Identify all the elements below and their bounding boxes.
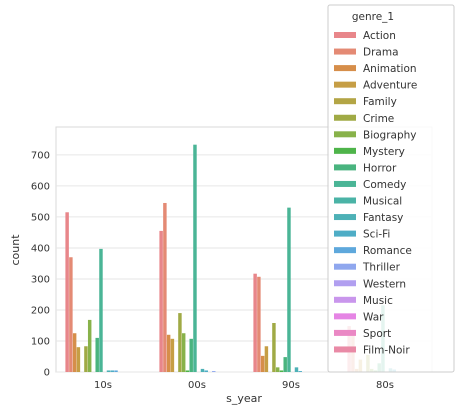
bar-fantasy-10s	[106, 370, 111, 372]
bar-adventure-10s	[76, 347, 81, 372]
x-tick-label: 90s	[282, 380, 300, 391]
legend-swatch	[334, 296, 356, 303]
legend-swatch	[334, 329, 356, 336]
bar-adventure-00s	[170, 338, 175, 372]
bar-animation-90s	[260, 355, 265, 372]
legend-label: Film-Noir	[363, 344, 410, 356]
legend-label: Family	[363, 96, 397, 108]
legend-swatch	[334, 197, 356, 204]
bar-fantasy-00s	[200, 368, 205, 372]
bar-comedy-10s	[99, 248, 103, 372]
y-tick-label: 100	[31, 336, 50, 347]
bar-mystery-90s	[279, 370, 284, 372]
bar-sci-fi-00s	[204, 370, 208, 372]
bar-animation-00s	[166, 334, 171, 372]
bar-action-00s	[159, 230, 163, 372]
legend-label: Sci-Fi	[363, 229, 390, 241]
bar-sci-fi-10s	[110, 370, 114, 372]
x-tick-labels: 10s 00s 90s 80s	[94, 380, 394, 391]
legend-swatch	[334, 214, 356, 221]
legend-label: War	[363, 311, 384, 323]
legend: genre_1 Action Drama Animation Adventure Fam…	[327, 4, 455, 373]
x-tick-label: 00s	[188, 380, 206, 391]
legend-label: Musical	[363, 196, 402, 208]
x-tick-label: 10s	[94, 380, 112, 391]
legend-label: Comedy	[363, 179, 406, 191]
bar-horror-10s	[95, 337, 99, 372]
bar-animation-10s	[72, 333, 77, 372]
y-tick-label: 400	[31, 243, 50, 254]
legend-swatch	[334, 81, 356, 88]
legend-label: Animation	[363, 63, 417, 75]
legend-swatch	[334, 247, 356, 254]
legend-label: Fantasy	[363, 212, 403, 224]
legend-box	[327, 4, 455, 373]
y-axis-label: count	[9, 234, 22, 266]
bar-horror-00s	[189, 338, 193, 372]
bar-fantasy-90s	[294, 367, 299, 372]
legend-label: Thriller	[362, 262, 401, 274]
legend-label: Romance	[363, 245, 412, 257]
bar-adventure-90s	[264, 346, 269, 372]
y-tick-label: 500	[31, 212, 50, 223]
legend-label: Western	[363, 278, 406, 290]
legend-label: Horror	[363, 162, 397, 174]
x-axis-label: s_year	[226, 392, 262, 405]
y-tick-label: 200	[31, 305, 50, 316]
bar-biography-90s	[275, 367, 280, 372]
y-tick-label: 300	[31, 274, 50, 285]
legend-swatch	[334, 98, 356, 105]
legend-swatch	[334, 114, 356, 121]
legend-swatch	[334, 180, 356, 187]
bar-romance-10s	[114, 370, 118, 372]
legend-swatch	[334, 346, 356, 353]
legend-swatch	[334, 263, 356, 270]
bar-mystery-00s	[185, 370, 190, 372]
y-tick-labels: 0 100 200 300 400 500 600 700	[31, 150, 50, 378]
legend-title: genre_1	[352, 11, 394, 23]
legend-label: Biography	[363, 129, 417, 141]
y-tick-label: 700	[31, 150, 50, 161]
bar-drama-00s	[163, 202, 167, 372]
y-tick-label: 600	[31, 181, 50, 192]
bar-thriller-00s	[212, 371, 216, 372]
legend-label: Mystery	[363, 146, 405, 158]
legend-swatch	[334, 147, 356, 154]
bar-comedy-90s	[287, 207, 291, 372]
bar-sci-fi-90s	[298, 371, 302, 372]
bar-drama-90s	[257, 276, 261, 372]
bar-action-10s	[65, 212, 69, 372]
bar-horror-90s	[283, 357, 287, 372]
legend-label: Drama	[363, 47, 399, 59]
legend-swatch	[334, 230, 356, 237]
bar-drama-10s	[69, 257, 73, 372]
legend-swatch	[334, 164, 356, 171]
legend-swatch	[334, 280, 356, 287]
legend-swatch	[334, 131, 356, 138]
bar-action-90s	[253, 273, 257, 372]
x-tick-label: 80s	[376, 380, 394, 391]
bar-crime-90s	[272, 323, 276, 372]
legend-swatch	[334, 32, 356, 38]
legend-swatch	[334, 48, 356, 55]
legend-label: Sport	[363, 328, 391, 340]
y-tick-label: 0	[44, 368, 50, 379]
legend-label: Adventure	[363, 80, 417, 92]
legend-swatch	[334, 313, 356, 320]
legend-label: Action	[363, 30, 396, 42]
legend-label: Music	[363, 295, 393, 307]
legend-label: Crime	[363, 113, 394, 125]
bar-biography-00s	[181, 333, 186, 372]
legend-swatch	[334, 65, 356, 72]
bar-crime-10s	[84, 346, 88, 372]
bar-comedy-00s	[193, 144, 197, 372]
bar-crime-00s	[178, 313, 182, 372]
bar-biography-10s	[87, 319, 92, 372]
